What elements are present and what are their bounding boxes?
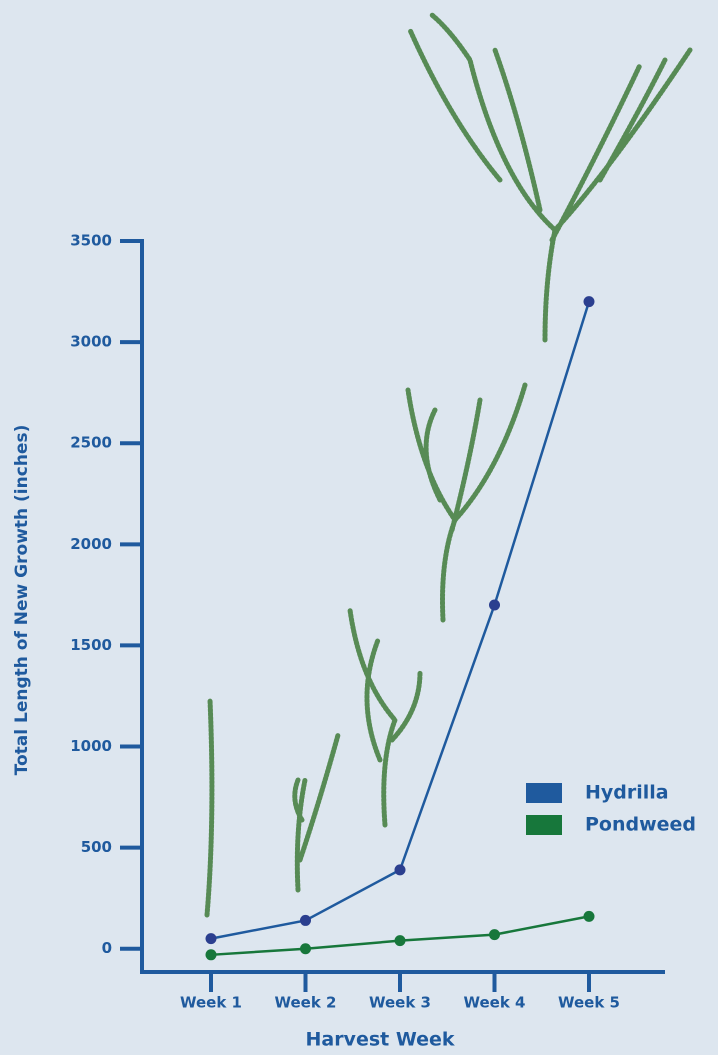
y-tick-label: 1000 <box>70 737 112 755</box>
x-tick-label: Week 1 <box>180 994 242 1012</box>
data-point <box>300 914 311 926</box>
data-point <box>205 949 217 961</box>
data-point <box>489 599 500 611</box>
x-tick-label: Week 5 <box>558 994 620 1012</box>
data-point <box>583 296 595 308</box>
data-point <box>489 929 500 941</box>
legend-label: Hydrilla <box>585 782 669 804</box>
legend-label: Pondweed <box>585 814 696 836</box>
y-axis-label: Total Length of New Growth (inches) <box>12 425 32 776</box>
legend-swatch <box>526 783 562 803</box>
y-tick-label: 3000 <box>70 333 112 351</box>
x-tick-label: Week 3 <box>369 994 431 1012</box>
data-point <box>300 943 311 955</box>
y-tick-label: 1500 <box>70 636 112 654</box>
y-tick-label: 500 <box>81 838 112 856</box>
legend-swatch <box>526 815 562 835</box>
plant-decorations <box>204 12 693 918</box>
x-axis-label: Harvest Week <box>305 1029 454 1051</box>
y-tick-label: 0 <box>102 939 112 957</box>
x-tick-label: Week 4 <box>464 994 526 1012</box>
y-tick-label: 3500 <box>70 232 112 250</box>
data-point <box>394 864 406 876</box>
y-tick-label: 2000 <box>70 535 112 553</box>
y-tick-label: 2500 <box>70 434 112 452</box>
data-point <box>205 933 217 945</box>
data-point <box>583 910 595 922</box>
x-tick-label: Week 2 <box>275 994 337 1012</box>
data-point <box>394 935 406 947</box>
